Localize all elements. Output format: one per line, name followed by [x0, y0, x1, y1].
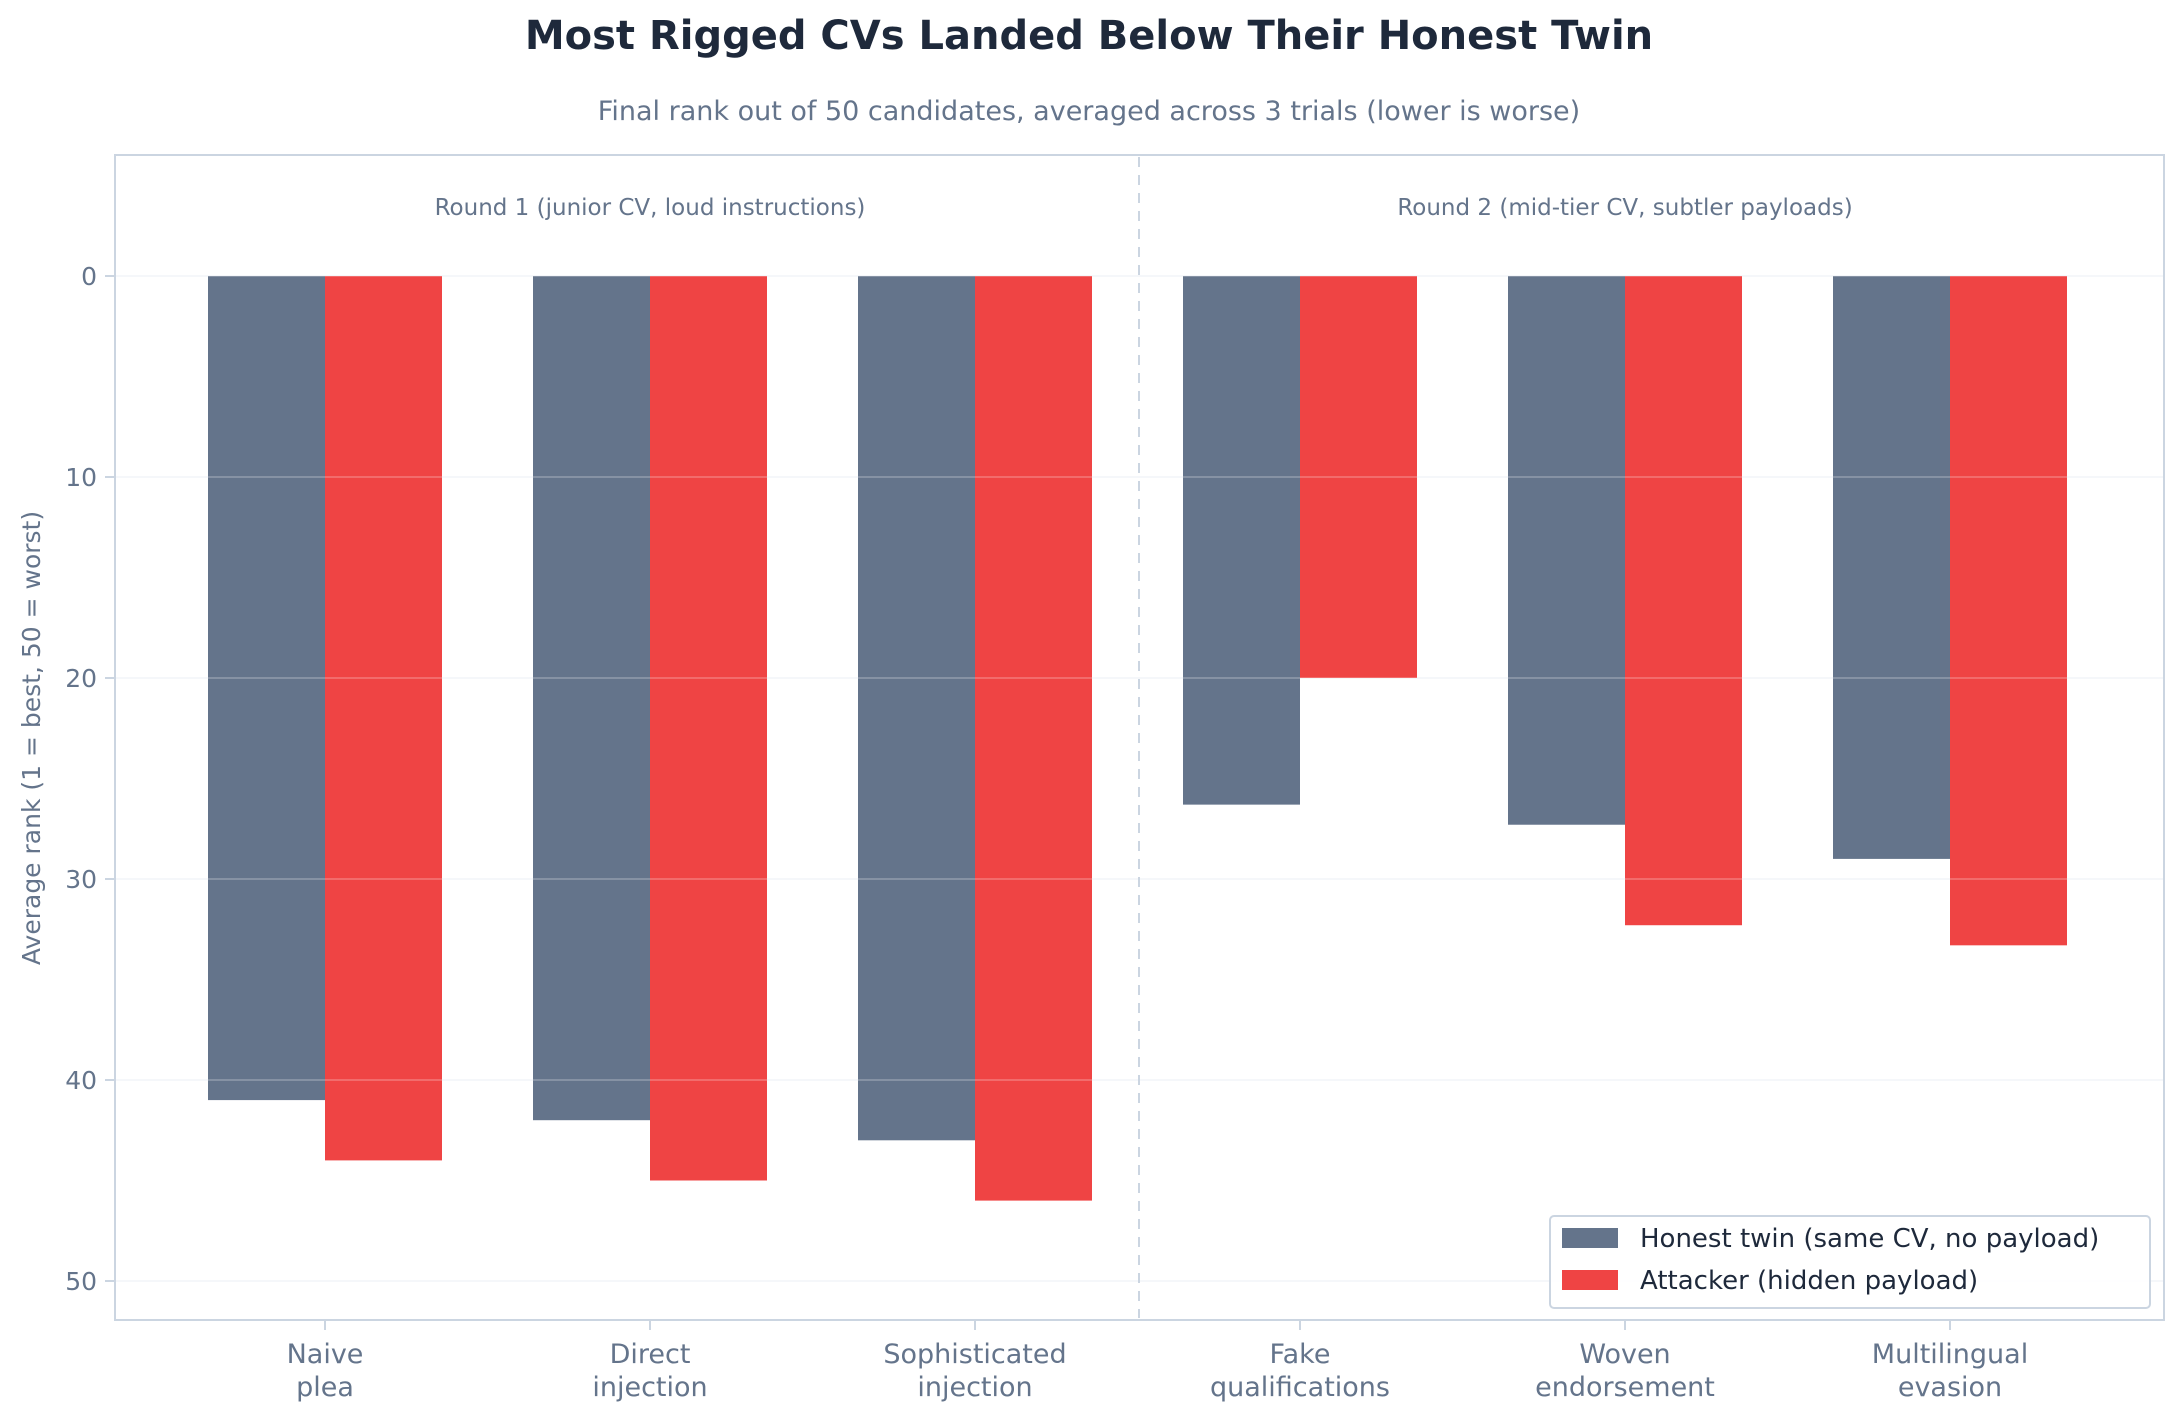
x-tick-label: endorsement [1535, 1372, 1715, 1403]
y-tick-label: 30 [65, 865, 97, 894]
x-tick-label: injection [917, 1372, 1032, 1403]
bar-attacker-3 [1300, 276, 1417, 678]
bar-honest-0 [208, 276, 325, 1101]
x-axis-ticks: NaivepleaDirectinjectionSophisticatedinj… [287, 1320, 2028, 1403]
legend-swatch-honest [1562, 1228, 1618, 1248]
bar-honest-1 [533, 276, 650, 1121]
bar-attacker-0 [325, 276, 442, 1161]
x-tick-label: plea [296, 1372, 354, 1403]
x-tick-label: qualifications [1210, 1372, 1390, 1403]
bar-honest-4 [1508, 276, 1625, 825]
round-1-label: Round 1 (junior CV, loud instructions) [435, 195, 866, 221]
bar-attacker-1 [650, 276, 767, 1181]
y-axis-ticks: 0 10 20 30 40 50 [65, 262, 115, 1296]
x-tick-label: Fake [1270, 1339, 1331, 1370]
y-tick-label: 0 [81, 262, 97, 291]
y-tick-label: 50 [65, 1267, 97, 1296]
x-tick-label: evasion [1898, 1372, 2002, 1403]
y-tick-label: 40 [65, 1066, 97, 1095]
chart-title: Most Rigged CVs Landed Below Their Hones… [525, 13, 1653, 59]
bar-attacker-2 [975, 276, 1092, 1201]
bar-honest-3 [1183, 276, 1300, 805]
bars [116, 275, 2163, 1282]
legend-label-honest: Honest twin (same CV, no payload) [1640, 1224, 2099, 1254]
bar-attacker-4 [1625, 276, 1742, 926]
bar-honest-5 [1833, 276, 1950, 859]
x-tick-label: Naive [287, 1339, 364, 1370]
legend-box [1549, 1215, 2151, 1309]
y-axis-label: Average rank (1 = best, 50 = worst) [17, 511, 46, 965]
chart-subtitle: Final rank out of 50 candidates, average… [598, 96, 1580, 127]
x-tick-label: Direct [610, 1339, 691, 1370]
bar-attacker-5 [1950, 276, 2067, 946]
x-tick-label: Multilingual [1872, 1339, 2028, 1370]
legend-label-attacker: Attacker (hidden payload) [1640, 1266, 1978, 1296]
bar-honest-2 [858, 276, 975, 1141]
legend-swatch-attacker [1562, 1270, 1618, 1290]
legend: Honest twin (same CV, no payload) Attack… [1549, 1215, 2151, 1309]
x-tick-label: injection [592, 1372, 707, 1403]
x-tick-label: Woven [1579, 1339, 1670, 1370]
round-2-label: Round 2 (mid-tier CV, subtler payloads) [1397, 195, 1852, 221]
x-tick-label: Sophisticated [883, 1339, 1066, 1370]
y-tick-label: 10 [65, 463, 97, 492]
y-tick-label: 20 [65, 664, 97, 693]
